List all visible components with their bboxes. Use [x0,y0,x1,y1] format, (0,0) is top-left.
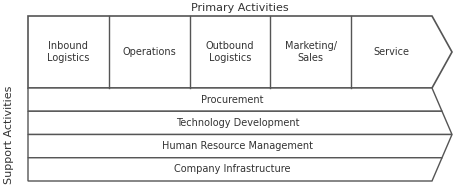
Text: Service: Service [374,47,410,57]
Polygon shape [28,111,452,134]
Text: Technology Development: Technology Development [176,118,299,128]
Polygon shape [28,158,442,181]
Polygon shape [28,88,442,111]
Text: Support Activities: Support Activities [4,85,14,184]
Polygon shape [28,16,452,88]
Text: Human Resource Management: Human Resource Management [162,141,313,151]
Text: Primary Activities: Primary Activities [191,3,289,13]
Polygon shape [28,134,452,158]
Text: Outbound
Logistics: Outbound Logistics [206,41,254,63]
Text: Marketing/
Sales: Marketing/ Sales [285,41,337,63]
Text: Operations: Operations [122,47,176,57]
Text: Procurement: Procurement [201,95,264,105]
Text: Company Infrastructure: Company Infrastructure [174,164,291,174]
Text: Inbound
Logistics: Inbound Logistics [47,41,90,63]
